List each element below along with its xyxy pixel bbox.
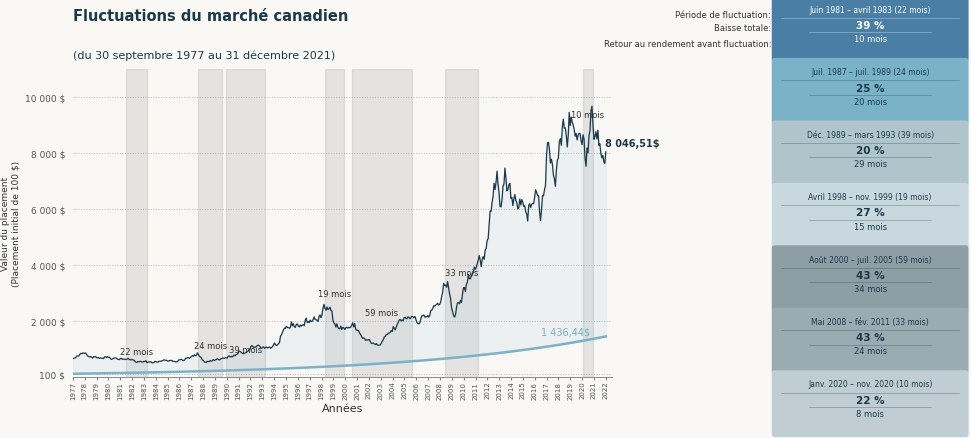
Text: 1 436,44$: 1 436,44$ — [541, 326, 589, 336]
Text: Période de fluctuation:: Période de fluctuation: — [676, 11, 771, 20]
Text: 10 mois: 10 mois — [854, 35, 887, 44]
Text: 22 %: 22 % — [855, 395, 885, 405]
Text: Retour au rendement avant fluctuation:: Retour au rendement avant fluctuation: — [604, 39, 771, 49]
Text: Fluctuations du marché canadien: Fluctuations du marché canadien — [73, 9, 349, 24]
Text: 24 mois: 24 mois — [193, 342, 227, 350]
Text: 20 %: 20 % — [855, 146, 885, 155]
Text: Mai 2008 – fév. 2011 (33 mois): Mai 2008 – fév. 2011 (33 mois) — [812, 317, 929, 326]
Text: Avril 1998 – nov. 1999 (19 mois): Avril 1998 – nov. 1999 (19 mois) — [809, 193, 932, 201]
Text: 19 mois: 19 mois — [318, 290, 352, 299]
Text: Janv. 2020 – nov. 2020 (10 mois): Janv. 2020 – nov. 2020 (10 mois) — [808, 380, 932, 389]
Text: 43 %: 43 % — [855, 332, 885, 343]
Text: 39 %: 39 % — [855, 21, 885, 31]
Text: Juin 1981 – avril 1983 (22 mois): Juin 1981 – avril 1983 (22 mois) — [810, 6, 931, 15]
FancyBboxPatch shape — [772, 59, 969, 126]
Text: Juil. 1987 – juil. 1989 (24 mois): Juil. 1987 – juil. 1989 (24 mois) — [811, 68, 929, 77]
Text: Baisse totale:: Baisse totale: — [714, 24, 771, 33]
Text: 25 %: 25 % — [855, 83, 885, 93]
Text: 10 mois: 10 mois — [572, 110, 605, 119]
Text: 59 mois: 59 mois — [365, 308, 398, 317]
Bar — [225, 70, 265, 377]
Bar — [198, 70, 222, 377]
Bar — [352, 70, 412, 377]
Bar — [445, 70, 478, 377]
Text: Déc. 1989 – mars 1993 (39 mois): Déc. 1989 – mars 1993 (39 mois) — [807, 131, 934, 139]
Text: 33 mois: 33 mois — [445, 268, 478, 277]
Y-axis label: Valeur du placement
(Placement initial de 100 $): Valeur du placement (Placement initial d… — [1, 160, 20, 286]
Bar — [325, 70, 344, 377]
Bar — [584, 70, 592, 377]
FancyBboxPatch shape — [772, 371, 969, 437]
FancyBboxPatch shape — [772, 184, 969, 250]
Text: 20 mois: 20 mois — [854, 97, 887, 106]
Text: 24 mois: 24 mois — [854, 346, 887, 356]
Bar — [126, 70, 148, 377]
Text: (du 30 septembre 1977 au 31 décembre 2021): (du 30 septembre 1977 au 31 décembre 202… — [73, 50, 335, 61]
FancyBboxPatch shape — [772, 308, 969, 375]
Text: 27 %: 27 % — [855, 208, 885, 218]
Text: 8 mois: 8 mois — [856, 409, 885, 418]
X-axis label: Années: Années — [321, 403, 363, 413]
Text: 22 mois: 22 mois — [120, 347, 153, 356]
Text: 15 mois: 15 mois — [854, 222, 887, 231]
Text: 43 %: 43 % — [855, 270, 885, 280]
Text: 39 mois: 39 mois — [228, 345, 262, 354]
FancyBboxPatch shape — [772, 0, 969, 63]
FancyBboxPatch shape — [772, 246, 969, 312]
Text: Août 2000 – juil. 2005 (59 mois): Août 2000 – juil. 2005 (59 mois) — [809, 255, 931, 264]
FancyBboxPatch shape — [772, 121, 969, 188]
Text: 29 mois: 29 mois — [854, 160, 887, 169]
Text: 34 mois: 34 mois — [854, 284, 887, 293]
Text: 8 046,51$: 8 046,51$ — [605, 139, 659, 149]
